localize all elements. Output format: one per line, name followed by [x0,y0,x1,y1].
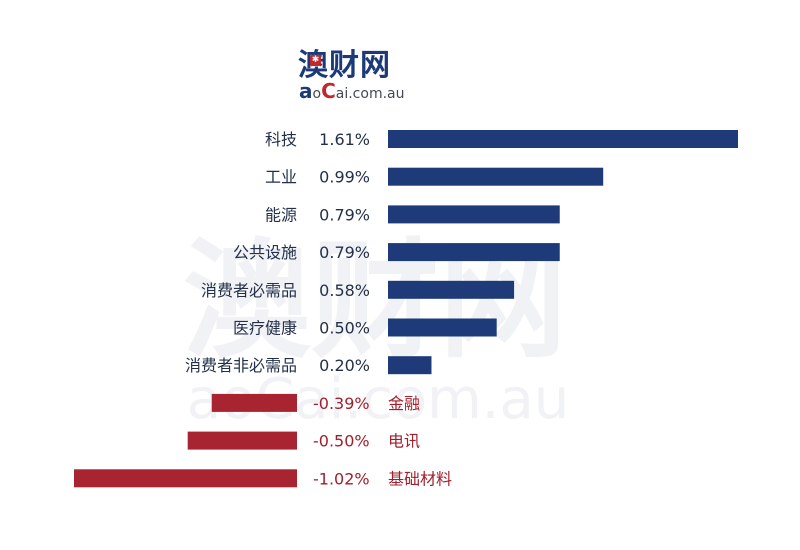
category-label: 消费者非必需品 [185,356,297,375]
logo-en-rest: ai.com.au [335,86,405,102]
bar [74,469,297,488]
value-label: 0.99% [319,168,370,187]
bar [211,393,297,412]
value-label: 0.79% [319,243,370,262]
logo-en-text: aoCai.com.au [299,79,405,103]
value-label: 1.61% [319,130,370,149]
category-label: 科技 [265,130,297,149]
value-label: -0.39% [313,394,370,413]
value-label: -0.50% [313,432,370,451]
logo-en-o: o [312,86,322,102]
logo: 澳财网 ✱ aoCai.com.au [298,48,408,108]
value-label: -1.02% [313,469,370,488]
bar [388,205,560,224]
category-label: 医疗健康 [233,319,297,338]
value-label: 0.58% [319,281,370,300]
logo-en-a: a [299,79,313,103]
logo-en-c: C [321,79,336,103]
bar [388,356,432,375]
category-label: 公共设施 [233,243,297,262]
bar [388,167,604,186]
category-label: 金融 [388,394,420,413]
category-label: 工业 [265,168,297,187]
category-label: 消费者必需品 [201,281,297,300]
bar [187,431,297,450]
value-label: 0.20% [319,356,370,375]
category-label: 能源 [265,205,297,224]
value-label: 0.50% [319,319,370,338]
bar [388,130,738,148]
logo-star-badge: ✱ [310,55,321,66]
category-label: 电讯 [388,432,420,451]
value-label: 0.79% [319,205,370,224]
bar [388,318,497,337]
category-label: 基础材料 [388,469,452,488]
bar [388,243,560,262]
bar [388,280,515,299]
